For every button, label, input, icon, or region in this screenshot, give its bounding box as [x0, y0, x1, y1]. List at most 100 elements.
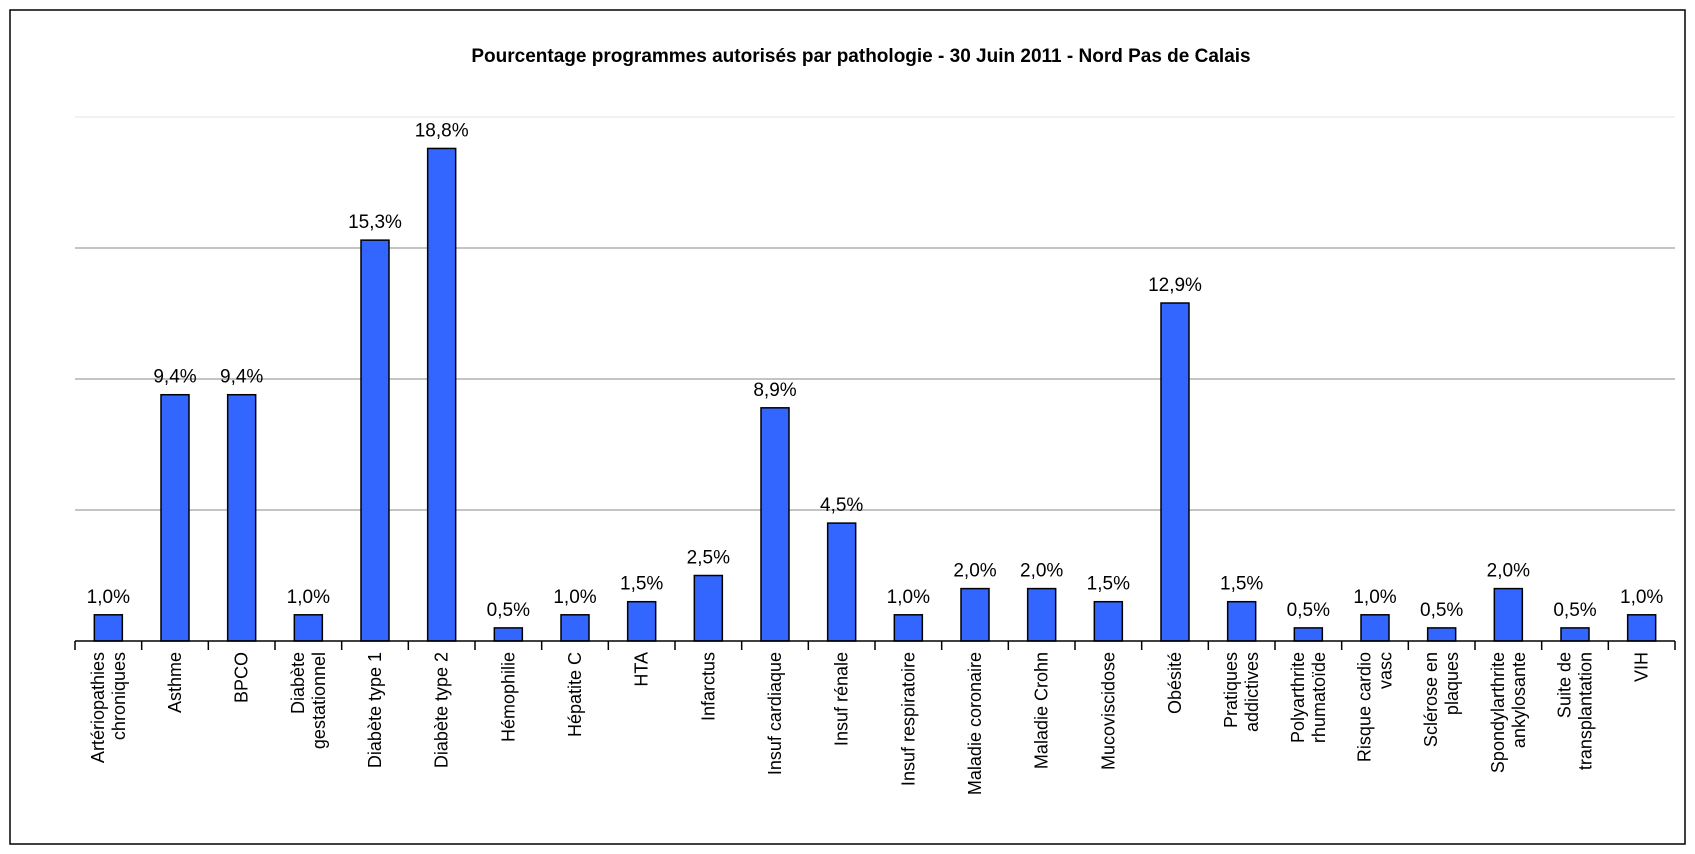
bar — [226, 393, 257, 642]
bar — [493, 627, 524, 642]
category-label-line: BPCO — [232, 652, 252, 703]
category-label-line: ankylosante — [1509, 652, 1529, 748]
data-label: 1,0% — [1353, 587, 1396, 608]
data-label: 1,0% — [87, 587, 130, 608]
bar — [893, 614, 924, 642]
data-label: 1,5% — [1087, 574, 1130, 595]
bar — [1360, 614, 1390, 642]
data-label: 0,5% — [1420, 600, 1463, 621]
category-label: Suite de transplantation — [1555, 652, 1596, 770]
category-label: Polyarthrite rhumatoïde — [1288, 652, 1329, 743]
category-label-line: Maladie coronaire — [965, 652, 985, 795]
category-label: HTA — [632, 652, 652, 687]
data-label: 1,5% — [620, 574, 663, 595]
category-label: Insuf rénale — [832, 652, 852, 746]
category-label-line: Pratiques — [1221, 652, 1241, 728]
category-label-line: transplantation — [1576, 652, 1596, 770]
data-label: 1,0% — [553, 587, 596, 608]
data-label: 1,0% — [887, 587, 930, 608]
bar — [1626, 614, 1657, 642]
bar — [1026, 587, 1057, 642]
category-label: Obésité — [1165, 652, 1185, 714]
category-label-line: rhumatoïde — [1309, 652, 1329, 743]
data-label: 2,5% — [687, 548, 730, 569]
category-label: Maladie Crohn — [1032, 652, 1052, 769]
data-label: 9,4% — [220, 367, 263, 388]
data-label: 2,0% — [953, 561, 996, 582]
category-label-line: addictives — [1242, 652, 1262, 732]
bar — [960, 587, 990, 642]
bar — [1226, 600, 1257, 642]
category-label-line: Diabète — [288, 652, 308, 714]
category-label: Insuf respiratoire — [898, 652, 918, 786]
category-label: Diabète gestationnel — [288, 652, 329, 749]
data-label: 0,5% — [487, 600, 530, 621]
category-label-line: Mucoviscidose — [1098, 652, 1118, 770]
gridlines — [75, 116, 1675, 511]
category-label-line: chroniques — [109, 652, 129, 740]
category-label: Mucoviscidose — [1098, 652, 1118, 770]
category-label-line: Hépatite C — [565, 652, 585, 737]
bar — [693, 574, 724, 642]
data-label: 1,0% — [1620, 587, 1663, 608]
category-label-line: Sclérose en — [1421, 652, 1441, 747]
category-label-line: Diabète type 2 — [432, 652, 452, 768]
category-label: Maladie coronaire — [965, 652, 985, 795]
category-label-line: Insuf cardiaque — [765, 652, 785, 775]
category-label-line: Suite de — [1555, 652, 1575, 718]
category-label: Diabète type 2 — [432, 652, 452, 768]
data-label: 18,8% — [415, 120, 469, 141]
category-label-line: Diabète type 1 — [365, 652, 385, 768]
category-label: Pratiques addictives — [1221, 652, 1262, 732]
category-label-line: vasc — [1376, 652, 1396, 689]
category-label-line: Asthme — [165, 652, 185, 713]
data-label: 1,5% — [1220, 574, 1263, 595]
bar — [1493, 587, 1524, 642]
data-label: 2,0% — [1487, 561, 1530, 582]
category-label-line: Obésité — [1165, 652, 1185, 714]
bar — [360, 239, 390, 642]
category-label-line: Hémophilie — [498, 652, 518, 742]
category-label: Asthme — [165, 652, 185, 713]
category-label: Spondylarthrite ankylosante — [1488, 652, 1529, 773]
category-label-line: Insuf respiratoire — [898, 652, 918, 786]
data-label: 0,5% — [1287, 600, 1330, 621]
category-label: Hépatite C — [565, 652, 585, 737]
category-label-line: gestationnel — [309, 652, 329, 749]
category-label: BPCO — [232, 652, 252, 703]
bar — [1426, 627, 1457, 642]
bar — [93, 614, 124, 642]
category-label-line: HTA — [632, 652, 652, 687]
bar — [760, 407, 790, 642]
bars — [93, 147, 1657, 642]
bar — [293, 614, 324, 642]
category-label-line: Infarctus — [698, 652, 718, 721]
bar — [1293, 627, 1324, 642]
data-label: 8,9% — [753, 380, 796, 401]
chart-title: Pourcentage programmes autorisés par pat… — [471, 46, 1250, 67]
category-label: Infarctus — [698, 652, 718, 721]
bar — [560, 614, 590, 642]
x-axis — [74, 640, 1676, 650]
category-label-line: Maladie Crohn — [1032, 652, 1052, 769]
category-label-line: Polyarthrite — [1288, 652, 1308, 743]
data-label: 4,5% — [820, 495, 863, 516]
data-label: 0,5% — [1553, 600, 1596, 621]
bar — [1160, 302, 1190, 642]
data-label: 15,3% — [348, 212, 402, 233]
bar — [626, 600, 657, 642]
bar — [160, 393, 190, 642]
bar — [1093, 600, 1124, 642]
data-label: 2,0% — [1020, 561, 1063, 582]
category-label-line: Risque cardio — [1355, 652, 1375, 762]
bar — [826, 522, 857, 642]
category-label: Artériopathies chroniques — [88, 652, 129, 763]
category-label-line: plaques — [1442, 652, 1462, 715]
bar — [1560, 627, 1590, 642]
bar — [426, 147, 457, 642]
data-label: 9,4% — [153, 367, 196, 388]
category-label: Diabète type 1 — [365, 652, 385, 768]
category-labels: Artériopathies chroniques Asthme BPCO Diabèt… — [88, 652, 1652, 795]
